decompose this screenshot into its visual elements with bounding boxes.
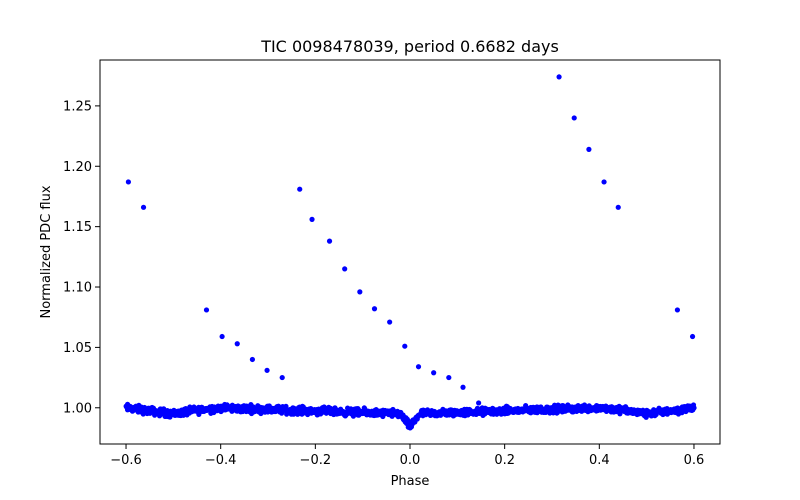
outlier-point [234, 341, 240, 347]
x-axis: −0.6 −0.4 −0.2 0.0 0.2 0.4 0.6 [110, 444, 704, 468]
x-tick-label: 0.0 [400, 453, 421, 468]
outlier-point [297, 186, 303, 192]
y-axis-label: Normalized PDC flux [39, 185, 54, 318]
outlier-point [203, 307, 210, 313]
outlier-point [264, 367, 270, 373]
chart-title: TIC 0098478039, period 0.6682 days [260, 37, 559, 56]
x-tick-label: −0.6 [110, 453, 142, 468]
outlier-point [342, 266, 348, 272]
outlier-point [674, 307, 681, 313]
y-tick-label: 1.00 [63, 401, 92, 416]
outlier-point [571, 115, 577, 121]
outlier-point [326, 238, 333, 244]
x-tick-label: −0.2 [300, 453, 332, 468]
outlier-point [460, 384, 466, 390]
y-tick-label: 1.05 [63, 341, 92, 356]
outlier-point [309, 216, 315, 222]
y-tick-label: 1.25 [63, 99, 92, 114]
plot-frame [99, 59, 721, 445]
y-tick-label: 1.20 [63, 160, 92, 175]
data-point [691, 405, 697, 411]
outlier-point [219, 333, 225, 340]
outlier-point [601, 179, 607, 185]
data-points [123, 74, 697, 431]
outlier-point [476, 400, 482, 406]
y-axis: 1.00 1.05 1.10 1.15 1.20 1.25 [63, 99, 100, 416]
outlier-point [689, 333, 696, 340]
outlier-point [446, 374, 452, 381]
outlier-point [279, 374, 285, 381]
outlier-point [371, 306, 378, 312]
outlier-point [402, 343, 408, 349]
outlier-point [586, 146, 592, 152]
outlier-point [556, 74, 562, 80]
y-tick-label: 1.10 [63, 281, 92, 296]
outlier-point [615, 204, 621, 210]
outlier-point [431, 370, 437, 376]
x-axis-label: Phase [391, 474, 430, 489]
outlier-point [140, 204, 147, 210]
x-tick-label: 0.6 [684, 453, 705, 468]
outlier-point [249, 356, 255, 363]
y-tick-label: 1.15 [63, 220, 92, 235]
x-tick-label: 0.2 [494, 453, 515, 468]
outlier-point [415, 364, 422, 370]
outlier-point [387, 319, 393, 325]
x-tick-label: −0.4 [205, 453, 237, 468]
x-tick-label: 0.4 [589, 453, 610, 468]
outlier-point [125, 179, 131, 185]
outlier-point [357, 289, 363, 295]
